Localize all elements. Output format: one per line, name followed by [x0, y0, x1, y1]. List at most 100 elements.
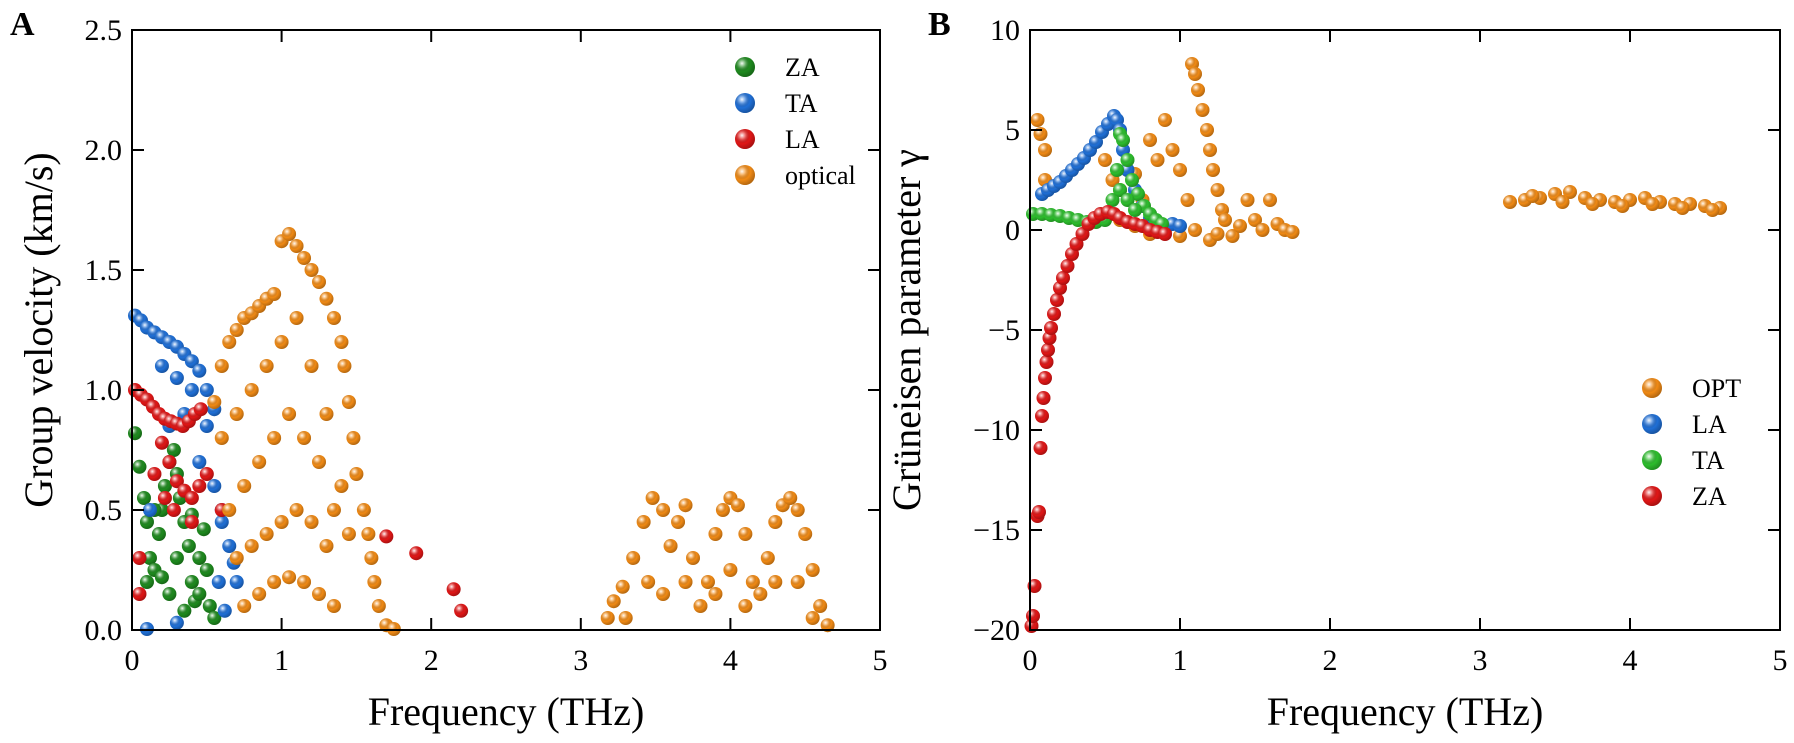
data-point-shine: [244, 539, 259, 553]
data-point-shine: [222, 539, 237, 553]
data-point-shine: [199, 467, 214, 481]
data-point-shine: [1131, 187, 1145, 201]
data-point-shine: [813, 599, 828, 613]
data-point-shine: [297, 251, 312, 265]
data-point-shine: [1263, 193, 1277, 207]
legend-marker-shine: [1642, 450, 1662, 470]
data-point-shine: [202, 599, 217, 613]
data-point-shine: [1180, 193, 1195, 207]
data-point-shine: [304, 515, 319, 529]
data-point-shine: [244, 383, 259, 397]
data-point-shine: [157, 491, 172, 505]
data-point-shine: [656, 587, 671, 601]
y-tick-label: 1.5: [85, 254, 123, 287]
data-point-shine: [199, 419, 214, 433]
data-point-shine: [600, 611, 615, 625]
y-axis-label-a: Group velocity (km/s): [16, 152, 61, 508]
data-point-shine: [282, 407, 297, 421]
data-point-shine: [805, 611, 820, 625]
data-point-shine: [267, 287, 282, 301]
data-point-shine: [289, 503, 304, 517]
legend-label: optical: [785, 161, 856, 190]
data-point-shine: [181, 539, 196, 553]
data-point-shine: [229, 323, 244, 337]
data-point-shine: [1035, 409, 1049, 423]
data-point-shine: [169, 371, 184, 385]
data-point-shine: [364, 551, 379, 565]
data-point-shine: [656, 503, 671, 517]
data-point-shine: [196, 522, 211, 537]
data-point-shine: [252, 587, 267, 601]
data-point-shine: [1173, 229, 1187, 243]
data-point-shine: [177, 603, 192, 618]
legend-b: OPT LA TA ZA: [1642, 374, 1741, 511]
data-point-shine: [1041, 343, 1055, 357]
x-tick-label: 5: [873, 644, 888, 677]
data-point-shine: [334, 479, 349, 493]
data-point-shine: [753, 587, 768, 601]
data-point-shine: [312, 587, 326, 601]
x-tick-labels-a: 0 1 2 3 4 5: [125, 644, 888, 677]
x-axis-label-a: Frequency (THz): [368, 689, 645, 734]
data-point-shine: [723, 563, 738, 577]
data-point-shine: [326, 599, 341, 613]
data-point-shine: [162, 455, 177, 469]
data-point-shine: [154, 570, 169, 585]
y-tick-labels-b: −20 −15 −10 −5 0 5 10: [973, 14, 1020, 647]
data-point-shine: [1038, 371, 1052, 385]
data-point-shine: [207, 479, 222, 493]
data-point-shine: [708, 587, 723, 601]
data-point-shine: [157, 479, 172, 493]
data-point-shine: [798, 527, 813, 541]
data-point-shine: [297, 575, 312, 589]
x-tick-label: 5: [1773, 644, 1788, 677]
data-point-shine: [1113, 183, 1127, 197]
data-point-shine: [446, 582, 461, 597]
data-point-shine: [1210, 227, 1225, 241]
data-point-shine: [217, 603, 232, 618]
data-point-shine: [169, 615, 184, 630]
data-point-shine: [192, 551, 207, 565]
data-point-shine: [267, 431, 282, 445]
data-point-shine: [1675, 201, 1690, 215]
plot-area-a: [127, 227, 835, 636]
data-point-shine: [1206, 163, 1220, 177]
legend-marker-shine: [1642, 414, 1662, 434]
data-point-shine: [222, 503, 237, 517]
data-point-shine: [199, 563, 214, 577]
y-axis-label-b: Grüneisen parameter γ: [884, 149, 929, 511]
data-point-shine: [229, 575, 244, 589]
data-point-shine: [1210, 183, 1225, 197]
data-point-shine: [730, 498, 745, 513]
legend-label: ZA: [1692, 482, 1727, 511]
data-point-shine: [356, 503, 371, 517]
data-point-shine: [132, 459, 147, 474]
data-point-shine: [379, 529, 394, 544]
y-tick-label: −20: [973, 614, 1020, 647]
data-point-shine: [1128, 203, 1142, 217]
legend-marker-shine: [735, 93, 755, 113]
data-point-shine: [1200, 123, 1214, 137]
data-point-shine: [154, 435, 169, 450]
data-point-shine: [645, 491, 660, 505]
series-optical: [207, 227, 835, 636]
x-tick-label: 3: [1473, 644, 1488, 677]
data-point-shine: [139, 575, 154, 589]
x-tick-label: 2: [424, 644, 439, 677]
data-point-shine: [192, 479, 207, 493]
legend-label: LA: [1692, 410, 1727, 439]
y-tick-label: 5: [1005, 114, 1020, 147]
data-point-shine: [1188, 223, 1202, 237]
data-point-shine: [132, 587, 147, 601]
data-point-shine: [745, 575, 760, 589]
data-point-shine: [1143, 133, 1157, 147]
plot-frame-b: [1029, 29, 1781, 631]
x-tick-label: 1: [274, 644, 289, 677]
data-point-shine: [693, 599, 708, 613]
series-za: [1024, 205, 1172, 633]
y-tick-label: 0.0: [85, 614, 123, 647]
data-point-shine: [193, 402, 208, 417]
data-point-shine: [1032, 505, 1046, 519]
data-point-shine: [618, 611, 633, 625]
